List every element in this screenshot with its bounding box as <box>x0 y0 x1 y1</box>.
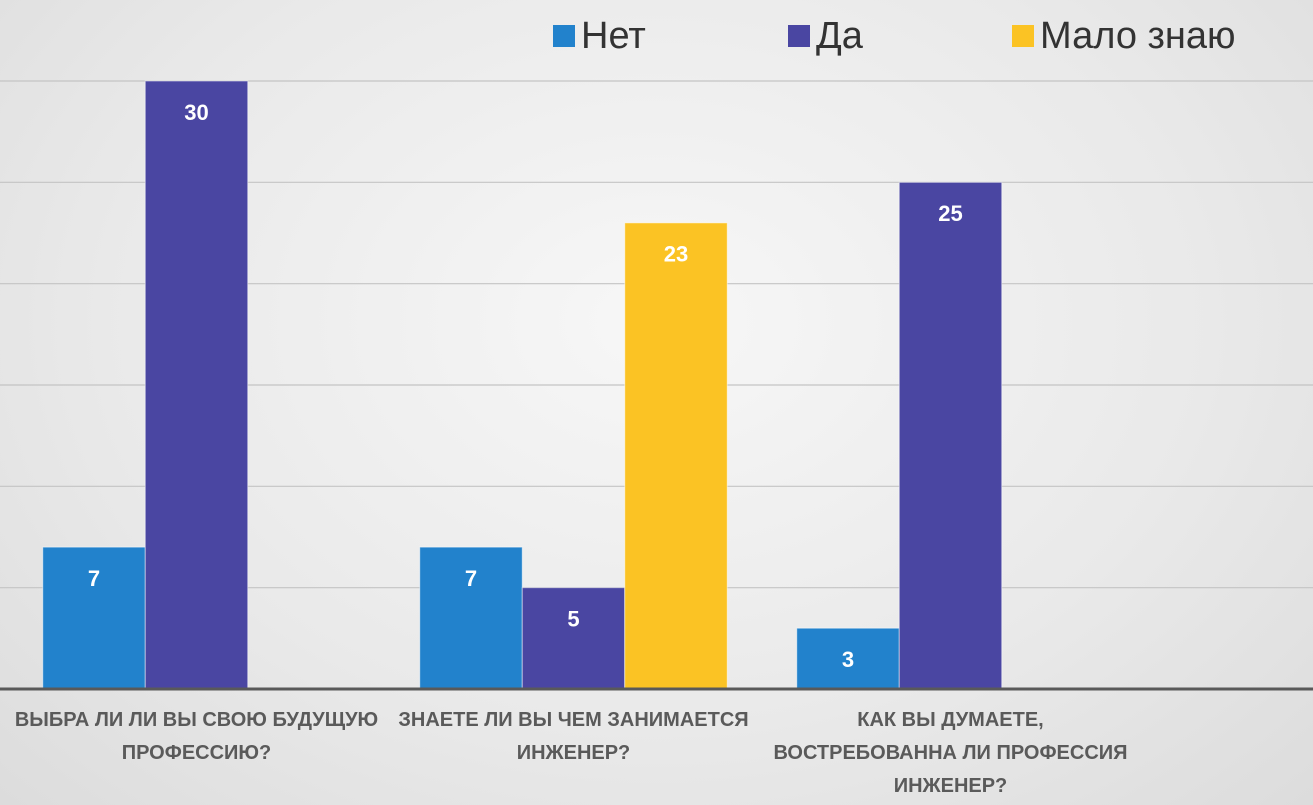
data-label: 7 <box>88 566 100 591</box>
legend-item: Мало знаю <box>1012 14 1236 58</box>
data-label: 7 <box>465 566 477 591</box>
bar <box>796 627 900 690</box>
bar <box>898 181 1003 690</box>
x-tick-label: ВЫБРА ЛИ ЛИ ВЫ СВОЮ БУДУЩУЮ ПРОФЕССИЮ? <box>14 709 379 764</box>
legend-label: Нет <box>581 14 646 57</box>
legend-item: Да <box>788 14 863 58</box>
x-tick-label: КАК ВЫ ДУМАЕТЕ, ВОСТРЕБОВАННА ЛИ ПРОФЕСС… <box>773 709 1128 797</box>
bar <box>624 222 728 690</box>
legend-label: Да <box>816 14 863 57</box>
legend-swatch <box>1012 25 1034 47</box>
legend-label: Мало знаю <box>1040 14 1236 57</box>
data-label: 5 <box>567 606 579 631</box>
bar <box>144 80 249 690</box>
x-tick-label: ЗНАЕТЕ ЛИ ВЫ ЧЕМ ЗАНИМАЕТСЯ ИНЖЕНЕР? <box>398 709 749 764</box>
data-label: 25 <box>938 201 962 226</box>
data-label: 3 <box>842 647 854 672</box>
data-label: 23 <box>664 242 688 267</box>
bar <box>521 587 626 690</box>
legend-item: Нет <box>553 14 646 58</box>
bar <box>419 546 523 690</box>
legend-swatch <box>788 25 810 47</box>
legend-swatch <box>553 25 575 47</box>
data-label: 30 <box>184 100 208 125</box>
